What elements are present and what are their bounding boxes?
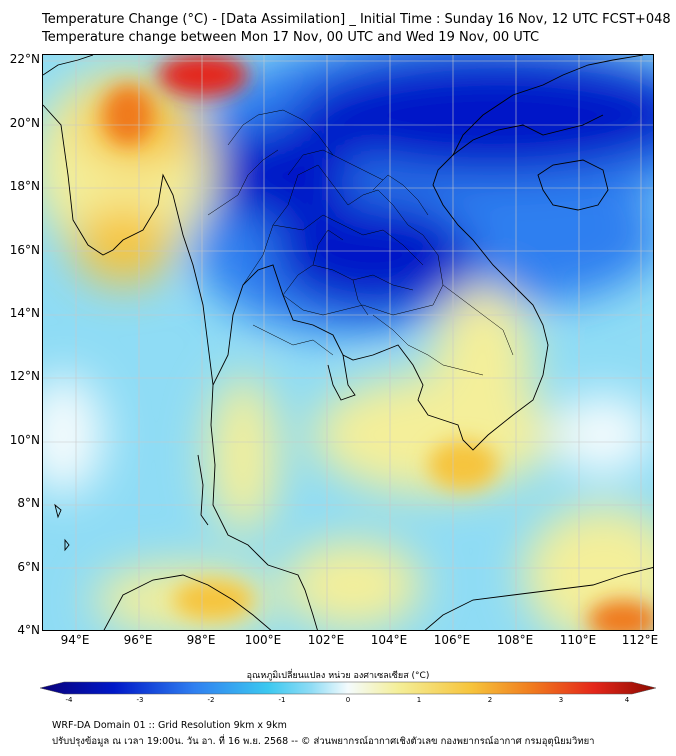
colorbar-tick: 0 (345, 696, 351, 704)
colorbar-tick: 3 (558, 696, 564, 704)
temperature-change-map (42, 54, 654, 631)
lon-label: 108°E (496, 633, 534, 647)
temperature-extremes (103, 55, 653, 630)
admin-borders (207, 109, 514, 376)
colorbar-tick: -3 (136, 696, 144, 704)
colorbar-graphic (39, 681, 657, 695)
colorbar-tick: -1 (278, 696, 286, 704)
lon-label: 102°E (307, 633, 345, 647)
map-title: Temperature Change (°C) - [Data Assimila… (42, 12, 671, 27)
colorbar-tick: -4 (65, 696, 73, 704)
lon-label: 94°E (60, 633, 90, 647)
update-credit: ปรับปรุงข้อมูล ณ เวลา 19:00น. วัน อา. ที… (52, 736, 595, 747)
lon-label: 96°E (123, 633, 153, 647)
lon-label: 112°E (621, 633, 659, 647)
colorbar-ramp (39, 681, 657, 695)
colorbar-tick: 1 (416, 696, 422, 704)
lat-label: 18°N (9, 179, 40, 193)
lat-lon-grid (43, 55, 653, 630)
coastlines (43, 55, 653, 630)
colorbar-tick: 4 (624, 696, 630, 704)
lat-label: 6°N (17, 560, 40, 574)
lat-label: 14°N (9, 306, 40, 320)
lon-label: 100°E (244, 633, 282, 647)
lat-label: 20°N (9, 116, 40, 130)
lat-label: 8°N (17, 496, 40, 510)
lat-label: 12°N (9, 369, 40, 383)
map-canvas (43, 55, 653, 630)
colorbar-tick: -2 (207, 696, 215, 704)
lat-label: 22°N (9, 52, 40, 66)
colorbar-tick: 2 (487, 696, 493, 704)
colorbar (39, 680, 657, 695)
model-info: WRF-DA Domain 01 :: Grid Resolution 9km … (52, 720, 287, 731)
lon-label: 104°E (370, 633, 408, 647)
lon-label: 106°E (433, 633, 471, 647)
lon-label: 110°E (559, 633, 597, 647)
lon-label: 98°E (186, 633, 216, 647)
lat-label: 16°N (9, 243, 40, 257)
lat-label: 4°N (17, 623, 40, 637)
lat-label: 10°N (9, 433, 40, 447)
map-subtitle: Temperature change between Mon 17 Nov, 0… (42, 30, 540, 45)
colorbar-title: อุณหภูมิเปลี่ยนแปลง หน่วย องศาเซลเซียส (… (246, 671, 430, 681)
